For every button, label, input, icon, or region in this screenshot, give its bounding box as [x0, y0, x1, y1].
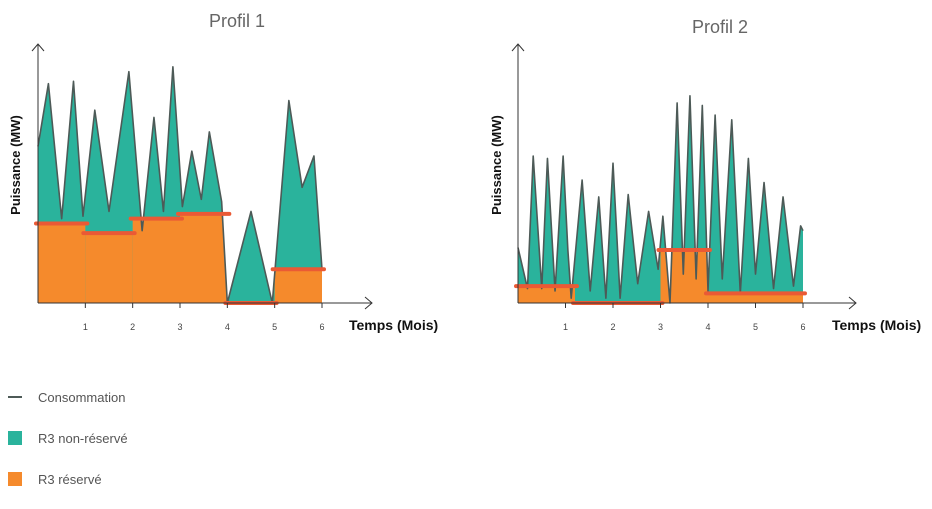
non-reserve-area	[518, 95, 803, 304]
chart-title: Profil 1	[209, 11, 265, 31]
reserve-area	[85, 233, 133, 303]
chart-title: Profil 2	[692, 17, 748, 37]
reserve-area	[274, 269, 322, 303]
reserve-area	[518, 286, 575, 303]
x-tick-label: 2	[610, 322, 615, 332]
legend-item-reserve: R3 réservé	[8, 468, 128, 490]
chart-canvas: Profil 1 Puissance (MW) Temps (Mois) 1 2 3…	[8, 11, 921, 333]
x-tick-label: 3	[177, 322, 182, 332]
x-axis-arrow-icon	[364, 296, 373, 310]
x-tick-label: 5	[753, 322, 758, 332]
x-tick-label: 3	[658, 322, 663, 332]
y-axis-label: Puissance (MW)	[8, 115, 23, 215]
reserve-area	[132, 218, 180, 303]
legend-line-icon	[8, 396, 22, 398]
x-tick-label: 2	[130, 322, 135, 332]
legend-label: R3 non-réservé	[38, 430, 128, 446]
x-tick-label: 4	[705, 322, 710, 332]
legend-label: Consommation	[38, 389, 126, 405]
chart-profil-1: Profil 1 Puissance (MW) Temps (Mois) 1 2 3…	[8, 11, 438, 333]
legend-item-non-reserve: R3 non-réservé	[8, 427, 128, 449]
legend-item-consommation: Consommation	[8, 386, 128, 408]
legend: Consommation R3 non-réservé R3 réservé	[8, 386, 128, 509]
x-tick-label: 1	[563, 322, 568, 332]
x-tick-label: 6	[800, 322, 805, 332]
legend-swatch-icon	[8, 431, 22, 445]
chart-profil-2: Profil 2 Puissance (MW) Temps (Mois) 1 2 3…	[489, 17, 921, 333]
y-axis-arrow-icon	[511, 43, 525, 52]
reserve-area	[38, 223, 86, 303]
reserve-area	[708, 293, 803, 303]
x-tick-label: 1	[83, 322, 88, 332]
x-axis-arrow-icon	[848, 296, 857, 310]
reserve-area	[180, 213, 228, 303]
legend-swatch-icon	[8, 472, 22, 486]
x-tick-label: 6	[319, 322, 324, 332]
x-tick-label: 4	[225, 322, 230, 332]
x-axis-label: Temps (Mois)	[832, 317, 921, 333]
x-tick-label: 5	[272, 322, 277, 332]
y-axis-arrow-icon	[31, 43, 45, 52]
legend-label: R3 réservé	[38, 471, 102, 487]
consommation-line	[517, 94, 804, 304]
reserve-area	[660, 249, 708, 303]
x-axis-label: Temps (Mois)	[349, 317, 438, 333]
y-axis-label: Puissance (MW)	[489, 115, 504, 215]
